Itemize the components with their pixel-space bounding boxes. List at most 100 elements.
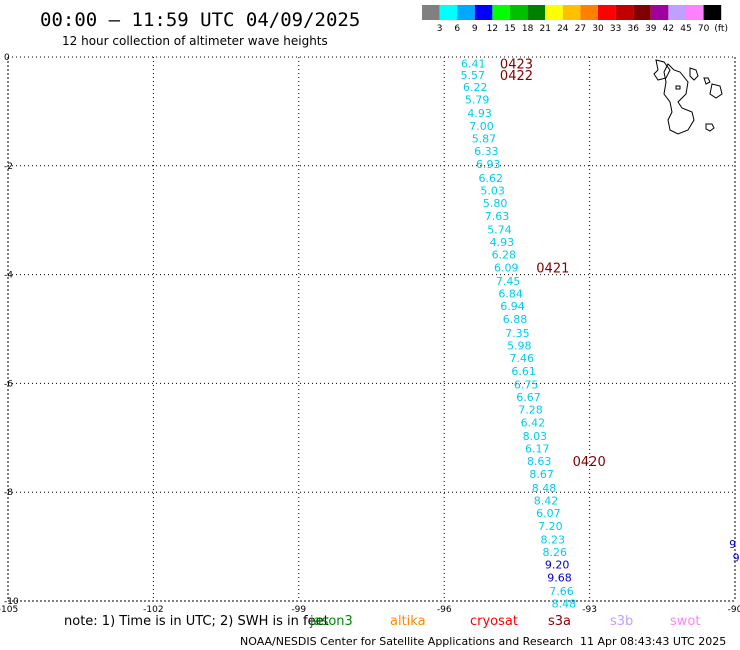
wave-height-value: 8.48 (552, 598, 577, 611)
wave-height-value: 7.66 (549, 585, 574, 598)
wave-height-legend: 3 6 9 12 15 18 21 24 27 30 33 36 39 42 45 70 (ft) (422, 5, 728, 34)
legend-swatch (615, 5, 634, 20)
satellite-jason3: jason3 (309, 614, 353, 629)
x-tick-label: -99 (291, 605, 306, 615)
legend-swatch (686, 5, 704, 20)
plot-frame (7, 56, 736, 602)
legend-label: 9 (472, 24, 478, 34)
legend-label: 36 (627, 24, 639, 34)
y-tick-label: -8 (4, 488, 13, 498)
wave-height-value: 6.94 (500, 300, 525, 313)
wave-height-value: 6.41 (461, 58, 486, 71)
edge-values: 99 (729, 538, 739, 565)
wave-height-value: 6.88 (503, 313, 528, 326)
satellite-altika: altika (390, 614, 426, 629)
wave-height-value: 5.03 (480, 184, 505, 197)
wave-height-value: 4.93 (467, 107, 492, 120)
wave-height-value: 6.42 (521, 417, 546, 430)
legend-swatch (703, 5, 722, 20)
satellite-cryosat: cryosat (470, 614, 518, 629)
legend-label: 70 (698, 24, 710, 34)
satellite-legend: jason3 altika cryosat s3a s3b swot (309, 614, 700, 629)
wave-height-value: 6.28 (492, 248, 517, 261)
wave-height-value: 7.46 (509, 352, 534, 365)
wave-height-value: 5.79 (465, 93, 490, 106)
galapagos-islands (653, 59, 723, 135)
legend-swatch (562, 5, 581, 20)
wave-height-value: 5.98 (507, 339, 532, 352)
legend-swatch (474, 5, 493, 20)
wave-height-value: 6.61 (511, 365, 536, 378)
legend-swatch (545, 5, 563, 20)
wave-height-value: 8.26 (542, 546, 567, 559)
legend-label: 12 (487, 24, 498, 34)
legend-swatch (598, 5, 616, 20)
legend-label: 33 (610, 24, 621, 34)
wave-height-value: 6.22 (463, 81, 488, 94)
wave-height-value: 6.09 (494, 262, 519, 275)
wave-height-value: 8.48 (532, 482, 557, 495)
wave-height-value: 5.74 (487, 223, 512, 236)
satellite-swot: swot (670, 614, 700, 629)
legend-swatch (492, 5, 510, 20)
wave-height-value: 6.33 (474, 145, 499, 158)
y-tick-label: -4 (4, 271, 13, 281)
x-tick-label: -96 (437, 605, 452, 615)
x-tick-label: -105 (0, 605, 18, 615)
y-tick-label: -10 (4, 597, 19, 607)
wave-height-value: 5.80 (483, 197, 508, 210)
legend-label: 42 (663, 24, 674, 34)
wave-height-value: 6.62 (478, 172, 503, 185)
legend-swatch (650, 5, 669, 20)
legend-swatch (633, 5, 651, 20)
legend-label: 30 (592, 24, 604, 34)
wave-height-value: 7.28 (518, 404, 543, 417)
x-tick-label: -93 (582, 605, 597, 615)
legend-swatch (527, 5, 546, 20)
legend-label: 15 (504, 24, 515, 34)
wave-height-value: 5.57 (461, 69, 486, 82)
wave-height-value: 6.93 (476, 158, 501, 171)
legend-label: (ft) (714, 24, 728, 34)
wave-height-value: 9.20 (545, 559, 570, 572)
legend-swatch (580, 5, 598, 20)
wave-height-value: 6.07 (536, 507, 561, 520)
legend-label: 3 (437, 24, 443, 34)
legend-label: 6 (454, 24, 460, 34)
lat-lon-grid: -105 -102 -99 -96 -93 -90 0 -2 -4 -6 -8 -10 (0, 53, 740, 615)
satellite-s3a: s3a (548, 614, 571, 629)
legend-label: 21 (539, 24, 550, 34)
footer-note: note: 1) Time is in UTC; 2) SWH is in fe… (64, 614, 329, 629)
wave-height-value: 7.35 (505, 327, 530, 340)
y-tick-label: 0 (4, 53, 10, 63)
footer-timestamp: 11 Apr 08:43:43 UTC 2025 (580, 635, 726, 648)
edge-value: 9 (733, 551, 740, 564)
map-title: 00:00 – 11:59 UTC 04/09/2025 (40, 9, 360, 31)
wave-height-value: 5.87 (472, 133, 497, 146)
wave-height-value: 8.03 (523, 430, 548, 443)
pass-time-label: 0420 (573, 455, 606, 470)
pass-time-label: 0422 (500, 69, 533, 84)
wave-height-value: 7.45 (496, 275, 521, 288)
altimeter-track: 6.415.576.225.794.937.005.876.336.936.62… (461, 58, 577, 611)
wave-height-value: 8.63 (527, 455, 552, 468)
legend-label: 24 (557, 24, 569, 34)
wave-height-value: 6.17 (525, 443, 550, 456)
y-tick-label: -2 (4, 162, 13, 172)
legend-label: 18 (522, 24, 534, 34)
edge-value: 9 (729, 538, 736, 551)
legend-swatch (457, 5, 475, 20)
legend-label: 27 (575, 24, 586, 34)
legend-swatch (668, 5, 686, 20)
legend-swatch (510, 5, 528, 20)
legend-label: 45 (680, 24, 691, 34)
y-tick-label: -6 (4, 379, 13, 389)
wave-height-value: 7.00 (469, 120, 494, 133)
pass-time-label: 0423 (500, 58, 533, 73)
wave-height-value: 8.23 (541, 534, 566, 547)
x-tick-label: -102 (143, 605, 163, 615)
wave-height-value: 9.68 (547, 572, 572, 585)
x-tick-label: -90 (728, 605, 740, 615)
